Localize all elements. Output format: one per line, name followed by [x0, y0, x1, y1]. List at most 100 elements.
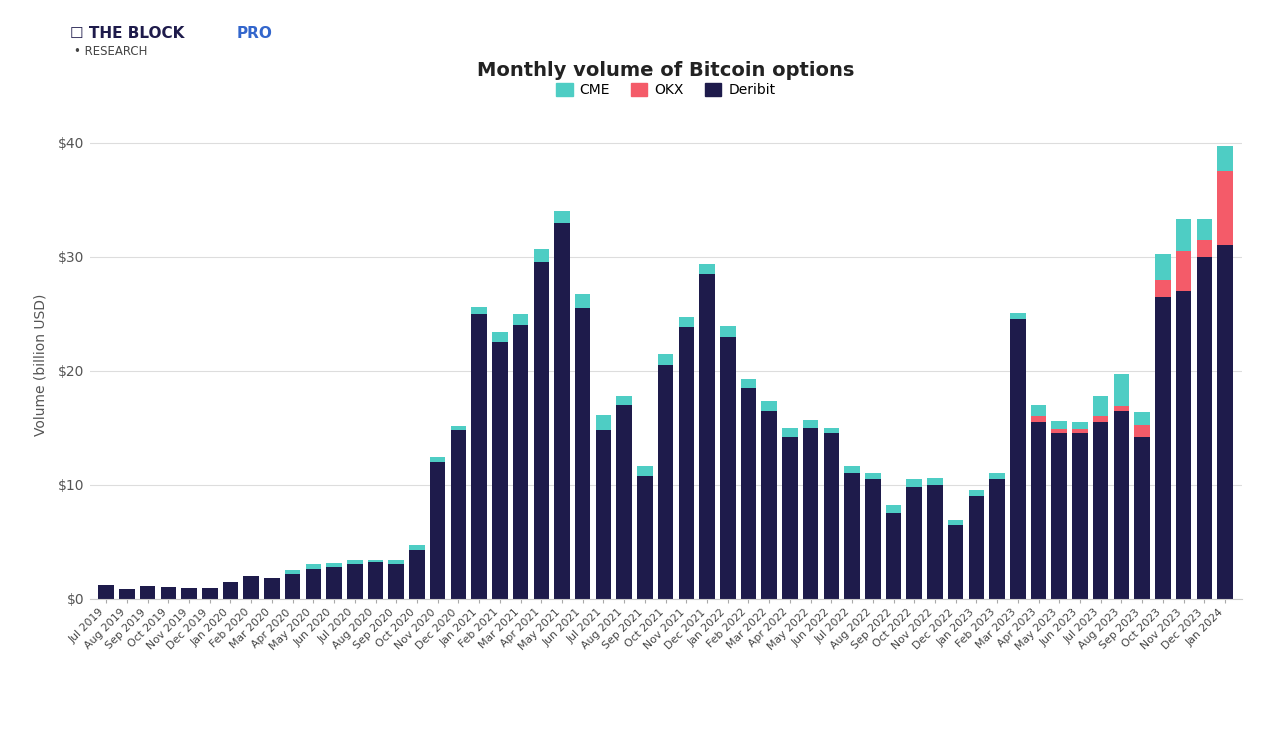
Bar	[1010, 320, 1025, 599]
Bar	[471, 307, 486, 314]
Bar	[906, 487, 922, 599]
Bar	[1073, 422, 1088, 429]
Bar	[845, 466, 860, 473]
Bar	[492, 332, 508, 342]
Bar	[367, 562, 383, 599]
Bar	[637, 475, 653, 599]
Bar	[1051, 434, 1068, 599]
Bar	[326, 564, 342, 566]
Bar	[617, 405, 632, 599]
Bar	[741, 388, 756, 599]
Bar	[451, 430, 466, 599]
Bar	[430, 457, 445, 462]
Bar	[1197, 257, 1212, 599]
Bar	[969, 496, 984, 599]
Bar	[1176, 291, 1192, 599]
Bar	[223, 582, 238, 599]
Bar	[1197, 239, 1212, 257]
Bar	[969, 491, 984, 496]
Bar	[410, 545, 425, 550]
Bar	[1093, 416, 1108, 422]
Bar	[410, 550, 425, 599]
Bar	[886, 505, 901, 513]
Bar	[388, 560, 404, 564]
Bar	[699, 264, 714, 274]
Bar	[1030, 416, 1046, 422]
Legend: CME, OKX, Deribit: CME, OKX, Deribit	[550, 77, 781, 103]
Bar	[823, 434, 840, 599]
Bar	[1051, 420, 1068, 429]
Bar	[1155, 255, 1171, 280]
Bar	[285, 570, 301, 574]
Bar	[678, 317, 694, 327]
Y-axis label: Volume (billion USD): Volume (billion USD)	[33, 293, 47, 437]
Bar	[285, 574, 301, 599]
Bar	[803, 428, 818, 599]
Bar	[845, 473, 860, 599]
Bar	[658, 353, 673, 365]
Bar	[575, 308, 590, 599]
Bar	[906, 479, 922, 487]
Bar	[637, 466, 653, 475]
Bar	[1051, 429, 1068, 434]
Bar	[782, 437, 797, 599]
Bar	[595, 430, 612, 599]
Bar	[1010, 312, 1025, 320]
Bar	[948, 520, 964, 525]
Bar	[1176, 219, 1192, 251]
Bar	[1197, 219, 1212, 239]
Bar	[1134, 426, 1149, 437]
Bar	[243, 576, 259, 599]
Bar	[617, 396, 632, 405]
Bar	[119, 589, 134, 599]
Bar	[326, 566, 342, 599]
Bar	[1134, 412, 1149, 426]
Bar	[182, 588, 197, 599]
Text: • RESEARCH: • RESEARCH	[74, 45, 147, 58]
Bar	[430, 462, 445, 599]
Bar	[1155, 296, 1171, 599]
Bar	[1093, 396, 1108, 416]
Bar	[1030, 422, 1046, 599]
Bar	[264, 578, 280, 599]
Bar	[1217, 146, 1233, 172]
Bar	[140, 586, 155, 599]
Bar	[1114, 374, 1129, 406]
Bar	[762, 410, 777, 599]
Bar	[1176, 251, 1192, 291]
Bar	[202, 588, 218, 599]
Bar	[492, 342, 508, 599]
Bar	[575, 294, 590, 308]
Bar	[1134, 437, 1149, 599]
Bar	[699, 274, 714, 599]
Bar	[948, 525, 964, 599]
Bar	[927, 485, 943, 599]
Bar	[719, 326, 736, 337]
Bar	[513, 325, 529, 599]
Bar	[534, 263, 549, 599]
Bar	[719, 337, 736, 599]
Bar	[513, 314, 529, 325]
Bar	[347, 564, 362, 599]
Bar	[1217, 172, 1233, 245]
Bar	[306, 569, 321, 599]
Bar	[865, 479, 881, 599]
Bar	[865, 473, 881, 479]
Bar	[989, 473, 1005, 479]
Bar	[823, 428, 840, 434]
Bar	[989, 479, 1005, 599]
Bar	[1217, 245, 1233, 599]
Bar	[595, 415, 612, 430]
Bar	[1073, 434, 1088, 599]
Bar	[1114, 410, 1129, 599]
Bar	[306, 564, 321, 569]
Bar	[886, 513, 901, 599]
Bar	[1030, 405, 1046, 416]
Bar	[99, 585, 114, 599]
Bar	[347, 560, 362, 564]
Bar	[1073, 429, 1088, 434]
Bar	[534, 249, 549, 263]
Bar	[367, 560, 383, 562]
Bar	[160, 587, 177, 599]
Title: Monthly volume of Bitcoin options: Monthly volume of Bitcoin options	[477, 61, 854, 80]
